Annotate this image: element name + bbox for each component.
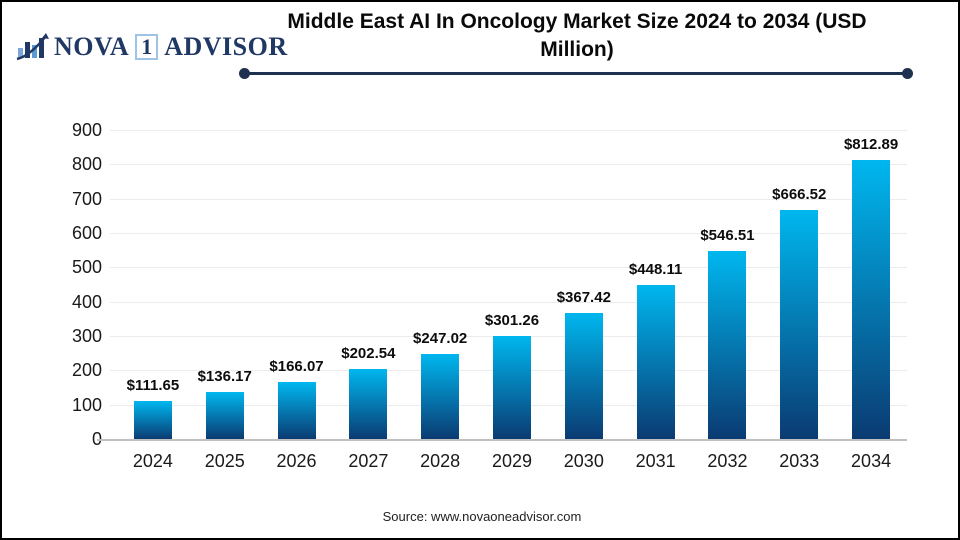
x-axis-tick-label: 2034 [851, 451, 892, 471]
bar-chart-logo-icon [16, 32, 50, 62]
x-axis-tick-label: 2028 [420, 451, 461, 471]
bar-value-label: $111.65 [126, 376, 180, 394]
x-axis-tick-label: 2031 [635, 451, 676, 471]
chart-title-line-2: Million) [540, 38, 614, 61]
y-axis-tick-label: 600 [71, 223, 102, 243]
x-axis-tick-label: 2025 [204, 451, 245, 471]
x-axis-tick-label: 2029 [491, 451, 533, 471]
source-text: Source: www.novaoneadvisor.com [382, 509, 582, 524]
bar-value-label: $367.42 [556, 288, 611, 306]
bar-value-label: $448.11 [628, 261, 683, 279]
x-axis-tick-label: 2026 [276, 451, 317, 471]
bar-value-label: $546.51 [700, 227, 755, 245]
y-axis-tick-label: 100 [71, 394, 102, 415]
bar-2026 [277, 381, 316, 439]
y-axis-tick-label: 400 [71, 291, 102, 312]
x-axis-tick-label: 2033 [779, 451, 820, 471]
bar-2029 [493, 335, 531, 439]
gridline [110, 130, 907, 131]
bar-2033 [780, 210, 819, 439]
underline-right-dot [902, 68, 913, 79]
bar-2031 [636, 285, 675, 439]
gridline [110, 301, 907, 303]
bar-value-label: $301.26 [484, 311, 540, 329]
y-axis-tick-label: 700 [71, 188, 102, 209]
x-axis-tick-label: 2027 [348, 451, 389, 471]
x-axis-tick-label: 2032 [707, 451, 748, 471]
y-axis-tick-label: 800 [71, 154, 102, 175]
logo-text-one: 1 [135, 34, 159, 60]
bar-2025 [205, 392, 244, 439]
bar-value-label: $666.52 [772, 186, 827, 204]
bar-value-label: $812.89 [843, 135, 899, 153]
chart-title: Middle East AI In Oncology Market Size 2… [242, 8, 912, 64]
x-axis-tick-label: 2030 [563, 451, 604, 471]
bar-2027 [349, 369, 388, 439]
bar-value-label: $202.54 [341, 345, 396, 363]
bar-value-label: $166.07 [269, 357, 324, 375]
y-axis-tick-label: 500 [71, 257, 102, 278]
bar-2034 [852, 159, 891, 439]
x-axis-tick-label: 2024 [132, 451, 173, 471]
bar-2032 [708, 251, 747, 439]
gridline [110, 198, 907, 200]
novaone-logo: NOVA 1 ADVISOR [16, 32, 288, 62]
y-axis-tick-label: 200 [71, 360, 102, 381]
x-axis-line [97, 439, 907, 441]
bar-2030 [564, 312, 603, 439]
y-axis-tick-label: 0 [36, 428, 102, 450]
title-underline [239, 68, 913, 79]
bar-2028 [421, 354, 460, 439]
y-axis-tick-label: 300 [71, 326, 102, 346]
title-block: Middle East AI In Oncology Market Size 2… [242, 8, 912, 64]
underline-left-dot [239, 68, 250, 79]
gridline [110, 164, 907, 166]
gridline [110, 233, 907, 234]
bar-value-label: $247.02 [413, 330, 468, 348]
y-axis-tick-label: 900 [71, 120, 102, 140]
bar-2024 [133, 400, 172, 439]
gridline [110, 267, 907, 269]
bar-value-label: $136.17 [197, 368, 252, 386]
logo-text-nova: NOVA [54, 32, 130, 61]
logo-text-advisor: ADVISOR [164, 32, 288, 61]
chart-title-line-1: Middle East AI In Oncology Market Size 2… [287, 10, 867, 33]
